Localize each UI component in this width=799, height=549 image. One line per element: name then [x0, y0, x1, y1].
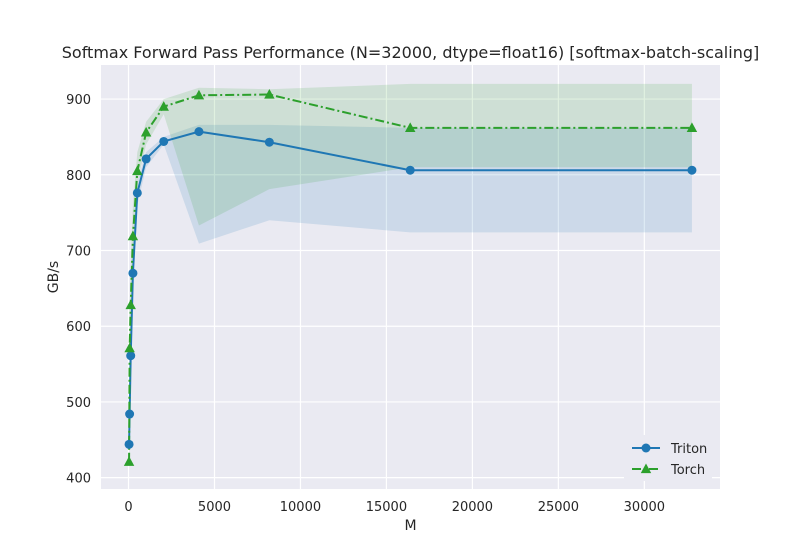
data-point-triton	[132, 188, 142, 198]
data-point-triton	[126, 351, 136, 361]
legend: Triton Torch	[624, 435, 712, 481]
y-axis-ticks: 400 500 600 700 800 900	[66, 93, 91, 487]
x-tick-label: 5000	[198, 500, 231, 515]
chart-title: Softmax Forward Pass Performance (N=3200…	[62, 43, 759, 62]
y-tick-label: 700	[66, 245, 91, 260]
error-bands	[129, 83, 692, 471]
data-point-torch	[127, 230, 139, 241]
data-point-triton	[405, 165, 415, 175]
data-point-torch	[686, 122, 698, 132]
data-point-torch	[158, 101, 169, 111]
x-axis-ticks: 0 5000 10000 15000 20000 25000 30000	[124, 500, 665, 515]
data-point-triton	[141, 154, 151, 164]
x-axis-label: M	[404, 518, 416, 534]
x-tick-label: 0	[124, 500, 132, 515]
x-tick-label: 15000	[366, 500, 407, 515]
data-point-torch	[404, 122, 416, 132]
data-point-torch	[193, 89, 205, 100]
y-tick-label: 800	[66, 169, 91, 184]
plot-area	[101, 65, 720, 489]
data-point-triton	[264, 137, 274, 147]
error-band-triton	[129, 124, 692, 463]
legend-marker-triton	[641, 443, 651, 453]
data-point-triton	[124, 439, 134, 449]
data-point-torch	[132, 165, 143, 176]
data-point-torch	[124, 342, 135, 353]
legend-label-torch: Torch	[670, 463, 705, 478]
series-markers	[123, 89, 698, 466]
y-tick-label: 600	[66, 320, 91, 335]
data-point-torch	[125, 299, 136, 310]
data-point-triton	[687, 165, 697, 175]
y-tick-label: 900	[66, 93, 91, 108]
grid	[101, 65, 720, 489]
x-tick-label: 10000	[280, 500, 321, 515]
y-tick-label: 400	[66, 472, 91, 487]
x-tick-label: 25000	[538, 500, 579, 515]
data-point-torch	[140, 126, 152, 137]
x-tick-label: 30000	[624, 500, 665, 515]
error-band-torch	[129, 83, 692, 471]
legend-label-triton: Triton	[670, 442, 707, 457]
data-point-triton	[128, 268, 138, 278]
legend-marker-torch	[640, 463, 652, 474]
data-point-triton	[159, 136, 169, 146]
x-tick-label: 20000	[452, 500, 493, 515]
data-point-torch	[264, 89, 275, 99]
y-tick-label: 500	[66, 396, 91, 411]
data-point-triton	[125, 409, 135, 419]
data-point-triton	[194, 127, 204, 137]
data-point-torch	[123, 456, 135, 466]
y-axis-label: GB/s	[46, 261, 62, 293]
